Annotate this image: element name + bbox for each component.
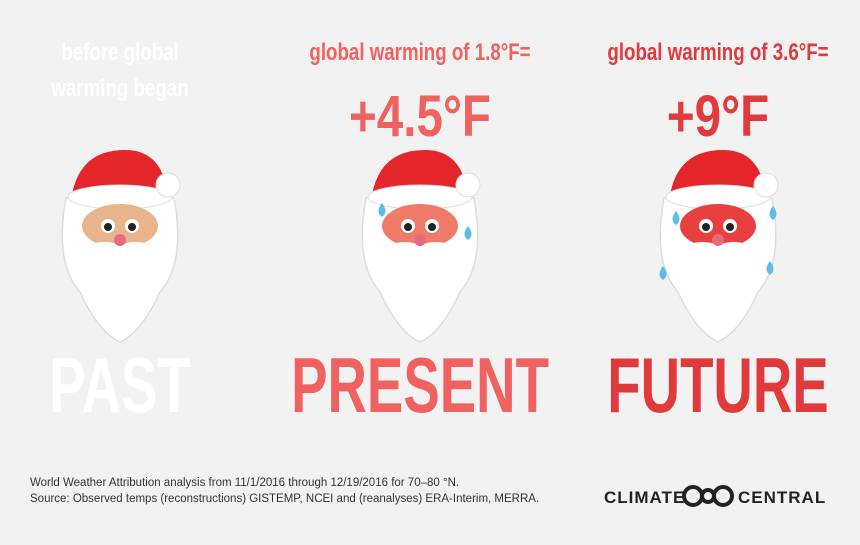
mustache [418, 242, 453, 256]
santa [361, 150, 481, 343]
pupil [128, 223, 136, 231]
hat [372, 150, 468, 197]
mustache [685, 242, 720, 256]
logo-ring [712, 485, 734, 507]
nose [712, 234, 724, 246]
subtitle: warming began [50, 75, 188, 102]
temperature-value: +4.5°F [349, 85, 491, 150]
sweat-drop [659, 266, 667, 280]
subtitle: global warming of 1.8°F= [309, 39, 530, 66]
face [680, 204, 756, 248]
sweat-drop [672, 211, 680, 225]
sweat-drop [766, 261, 774, 275]
hat-pom [455, 172, 481, 198]
nose [114, 234, 126, 246]
hat [670, 150, 766, 197]
hat-pom [753, 172, 779, 198]
mustache [716, 242, 751, 256]
subtitle: before global [61, 39, 179, 66]
era-label: PAST [49, 342, 191, 429]
footer-note: World Weather Attribution analysis from … [30, 477, 459, 489]
pupil [404, 223, 412, 231]
mustache [87, 242, 122, 256]
nose [414, 234, 426, 246]
hat [72, 150, 168, 197]
face [82, 204, 158, 248]
pupil [726, 223, 734, 231]
sweat-drop [378, 203, 386, 217]
sweat-drop [464, 226, 472, 240]
era-label: PRESENT [291, 342, 549, 429]
temperature-value: +9°F [667, 85, 769, 150]
subtitle: global warming of 3.6°F= [607, 39, 828, 66]
santa [659, 150, 779, 343]
sweat-drop [769, 206, 777, 220]
pupil [428, 223, 436, 231]
era-label: FUTURE [607, 342, 828, 429]
hat-pom [155, 172, 181, 198]
logo-text: CLIMATE [604, 488, 685, 507]
face [382, 204, 458, 248]
mustache [118, 242, 153, 256]
mustache [387, 242, 422, 256]
logo-text: CENTRAL [738, 488, 826, 507]
pupil [702, 223, 710, 231]
santa [61, 150, 181, 343]
pupil [104, 223, 112, 231]
footer-note: Source: Observed temps (reconstructions)… [30, 493, 539, 505]
